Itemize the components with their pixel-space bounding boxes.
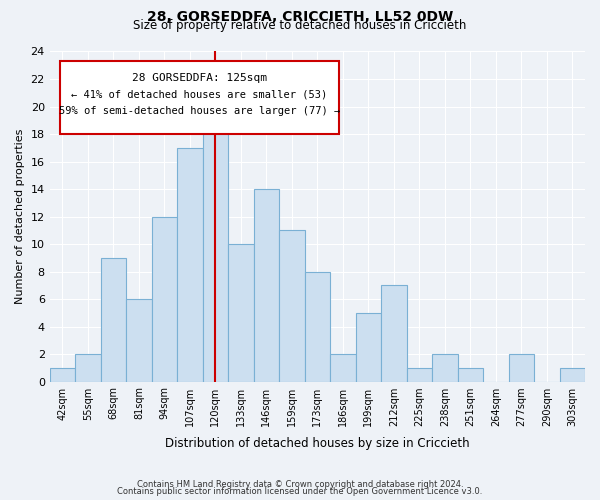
- Bar: [101, 258, 126, 382]
- Bar: [228, 244, 254, 382]
- X-axis label: Distribution of detached houses by size in Criccieth: Distribution of detached houses by size …: [165, 437, 470, 450]
- Text: ← 41% of detached houses are smaller (53): ← 41% of detached houses are smaller (53…: [71, 90, 328, 100]
- Text: Size of property relative to detached houses in Criccieth: Size of property relative to detached ho…: [133, 18, 467, 32]
- Bar: [407, 368, 432, 382]
- Text: 59% of semi-detached houses are larger (77) →: 59% of semi-detached houses are larger (…: [59, 106, 340, 116]
- Bar: [279, 230, 305, 382]
- Bar: [126, 299, 152, 382]
- Bar: [509, 354, 534, 382]
- Bar: [381, 286, 407, 382]
- FancyBboxPatch shape: [61, 62, 339, 134]
- Bar: [50, 368, 75, 382]
- Bar: [152, 216, 177, 382]
- Text: Contains HM Land Registry data © Crown copyright and database right 2024.: Contains HM Land Registry data © Crown c…: [137, 480, 463, 489]
- Bar: [330, 354, 356, 382]
- Bar: [75, 354, 101, 382]
- Text: Contains public sector information licensed under the Open Government Licence v3: Contains public sector information licen…: [118, 487, 482, 496]
- Bar: [458, 368, 483, 382]
- Bar: [356, 313, 381, 382]
- Bar: [203, 106, 228, 382]
- Bar: [254, 189, 279, 382]
- Bar: [177, 148, 203, 382]
- Y-axis label: Number of detached properties: Number of detached properties: [15, 129, 25, 304]
- Bar: [305, 272, 330, 382]
- Bar: [560, 368, 585, 382]
- Text: 28, GORSEDDFA, CRICCIETH, LL52 0DW: 28, GORSEDDFA, CRICCIETH, LL52 0DW: [147, 10, 453, 24]
- Bar: [432, 354, 458, 382]
- Text: 28 GORSEDDFA: 125sqm: 28 GORSEDDFA: 125sqm: [132, 73, 267, 83]
